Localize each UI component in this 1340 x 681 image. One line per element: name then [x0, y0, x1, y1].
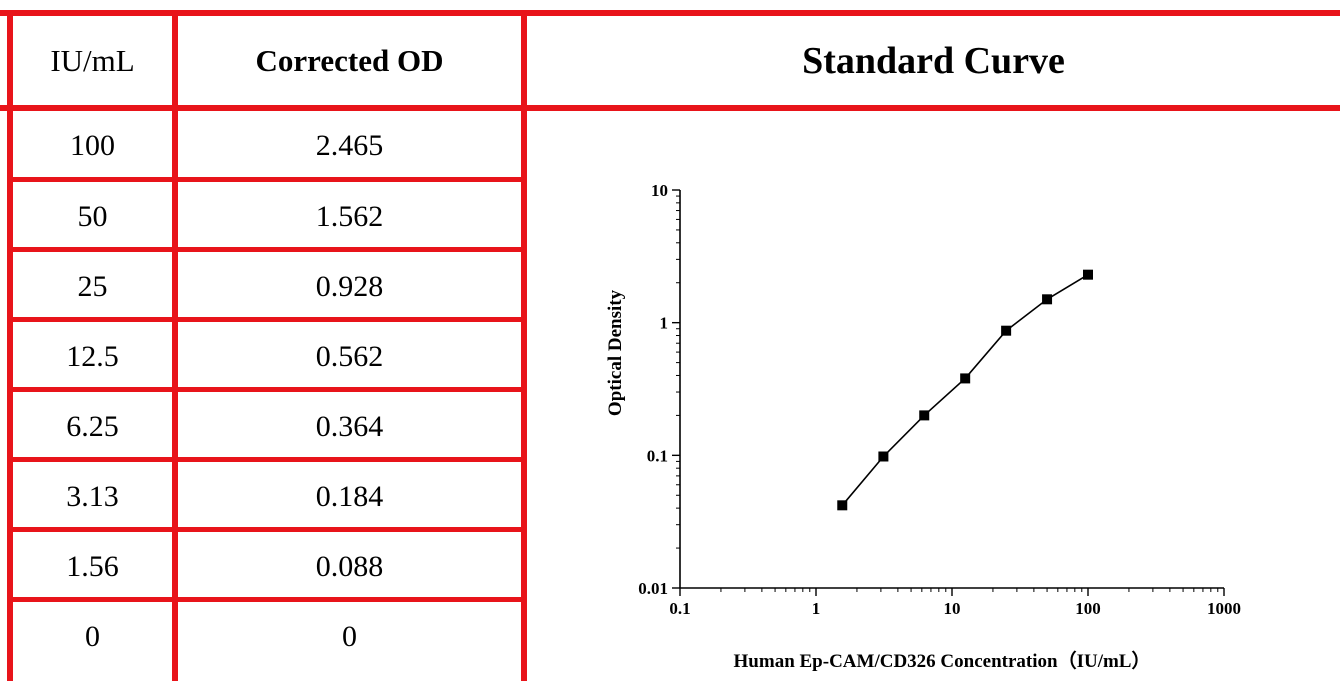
row-divider: [7, 177, 527, 182]
x-axis-label: Human Ep-CAM/CD326 Concentration（IU/mL）: [734, 649, 1151, 672]
row-divider: [7, 387, 527, 392]
header-concentration: IU/mL: [50, 42, 135, 78]
table-cell-od: 0.088: [315, 550, 384, 583]
y-tick-label: 0.1: [647, 446, 668, 465]
table-cell-concentration: 25: [77, 270, 108, 303]
y-tick-label: 10: [651, 181, 668, 200]
table-cell-concentration: 6.25: [66, 410, 119, 443]
x-tick-label: 0.1: [669, 599, 690, 618]
table-chart-divider: [521, 10, 527, 681]
header-standard-curve: Standard Curve: [802, 39, 1065, 82]
header-corrected-od: Corrected OD: [255, 42, 444, 78]
table-cell-concentration: 0: [85, 620, 100, 653]
column-divider: [172, 10, 178, 681]
table-cell-concentration: 12.5: [66, 340, 119, 373]
row-divider: [7, 457, 527, 462]
x-tick-label: 1: [812, 599, 821, 618]
table-cell-od: 0.364: [315, 410, 384, 443]
table-cell-od: 0: [342, 620, 357, 653]
table-cell-concentration: 3.13: [66, 480, 119, 513]
table-border-top: [0, 10, 1340, 16]
x-tick-label: 10: [944, 599, 961, 618]
table-cell-concentration: 50: [77, 200, 108, 233]
y-tick-label: 0.01: [638, 579, 668, 598]
data-point: [1083, 269, 1093, 280]
table-cell-od: 0.184: [315, 480, 384, 513]
y-axis-label: Optical Density: [605, 289, 626, 416]
table-cell-od: 2.465: [315, 129, 384, 162]
row-divider: [7, 527, 527, 532]
table-cell-od: 0.928: [315, 270, 384, 303]
data-point: [878, 451, 889, 462]
row-divider: [7, 247, 527, 252]
table-cell-concentration: 100: [70, 129, 115, 162]
y-tick-label: 1: [660, 314, 669, 333]
header-divider: [0, 105, 1340, 111]
data-point: [919, 410, 930, 421]
data-point: [1001, 325, 1012, 336]
data-point: [1042, 294, 1053, 305]
series-line: [841, 274, 1089, 506]
x-tick-label: 1000: [1207, 599, 1241, 618]
data-point: [837, 500, 848, 511]
table-cell-od: 1.562: [315, 200, 384, 233]
row-divider: [7, 597, 527, 602]
x-tick-label: 100: [1075, 599, 1101, 618]
table-cell-concentration: 1.56: [66, 550, 119, 583]
table-cell-od: 0.562: [315, 340, 384, 373]
data-point: [960, 373, 971, 384]
row-divider: [7, 317, 527, 322]
table-border-left: [7, 10, 13, 681]
